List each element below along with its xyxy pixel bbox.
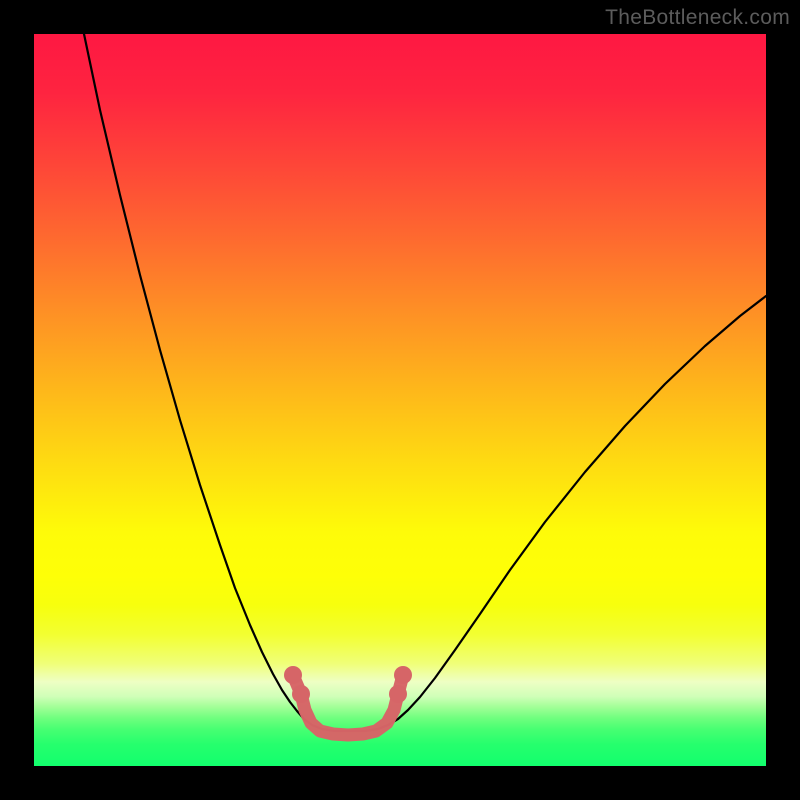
chart-container: TheBottleneck.com <box>0 0 800 800</box>
watermark-text: TheBottleneck.com <box>605 6 790 30</box>
bottleneck-chart <box>0 0 800 800</box>
